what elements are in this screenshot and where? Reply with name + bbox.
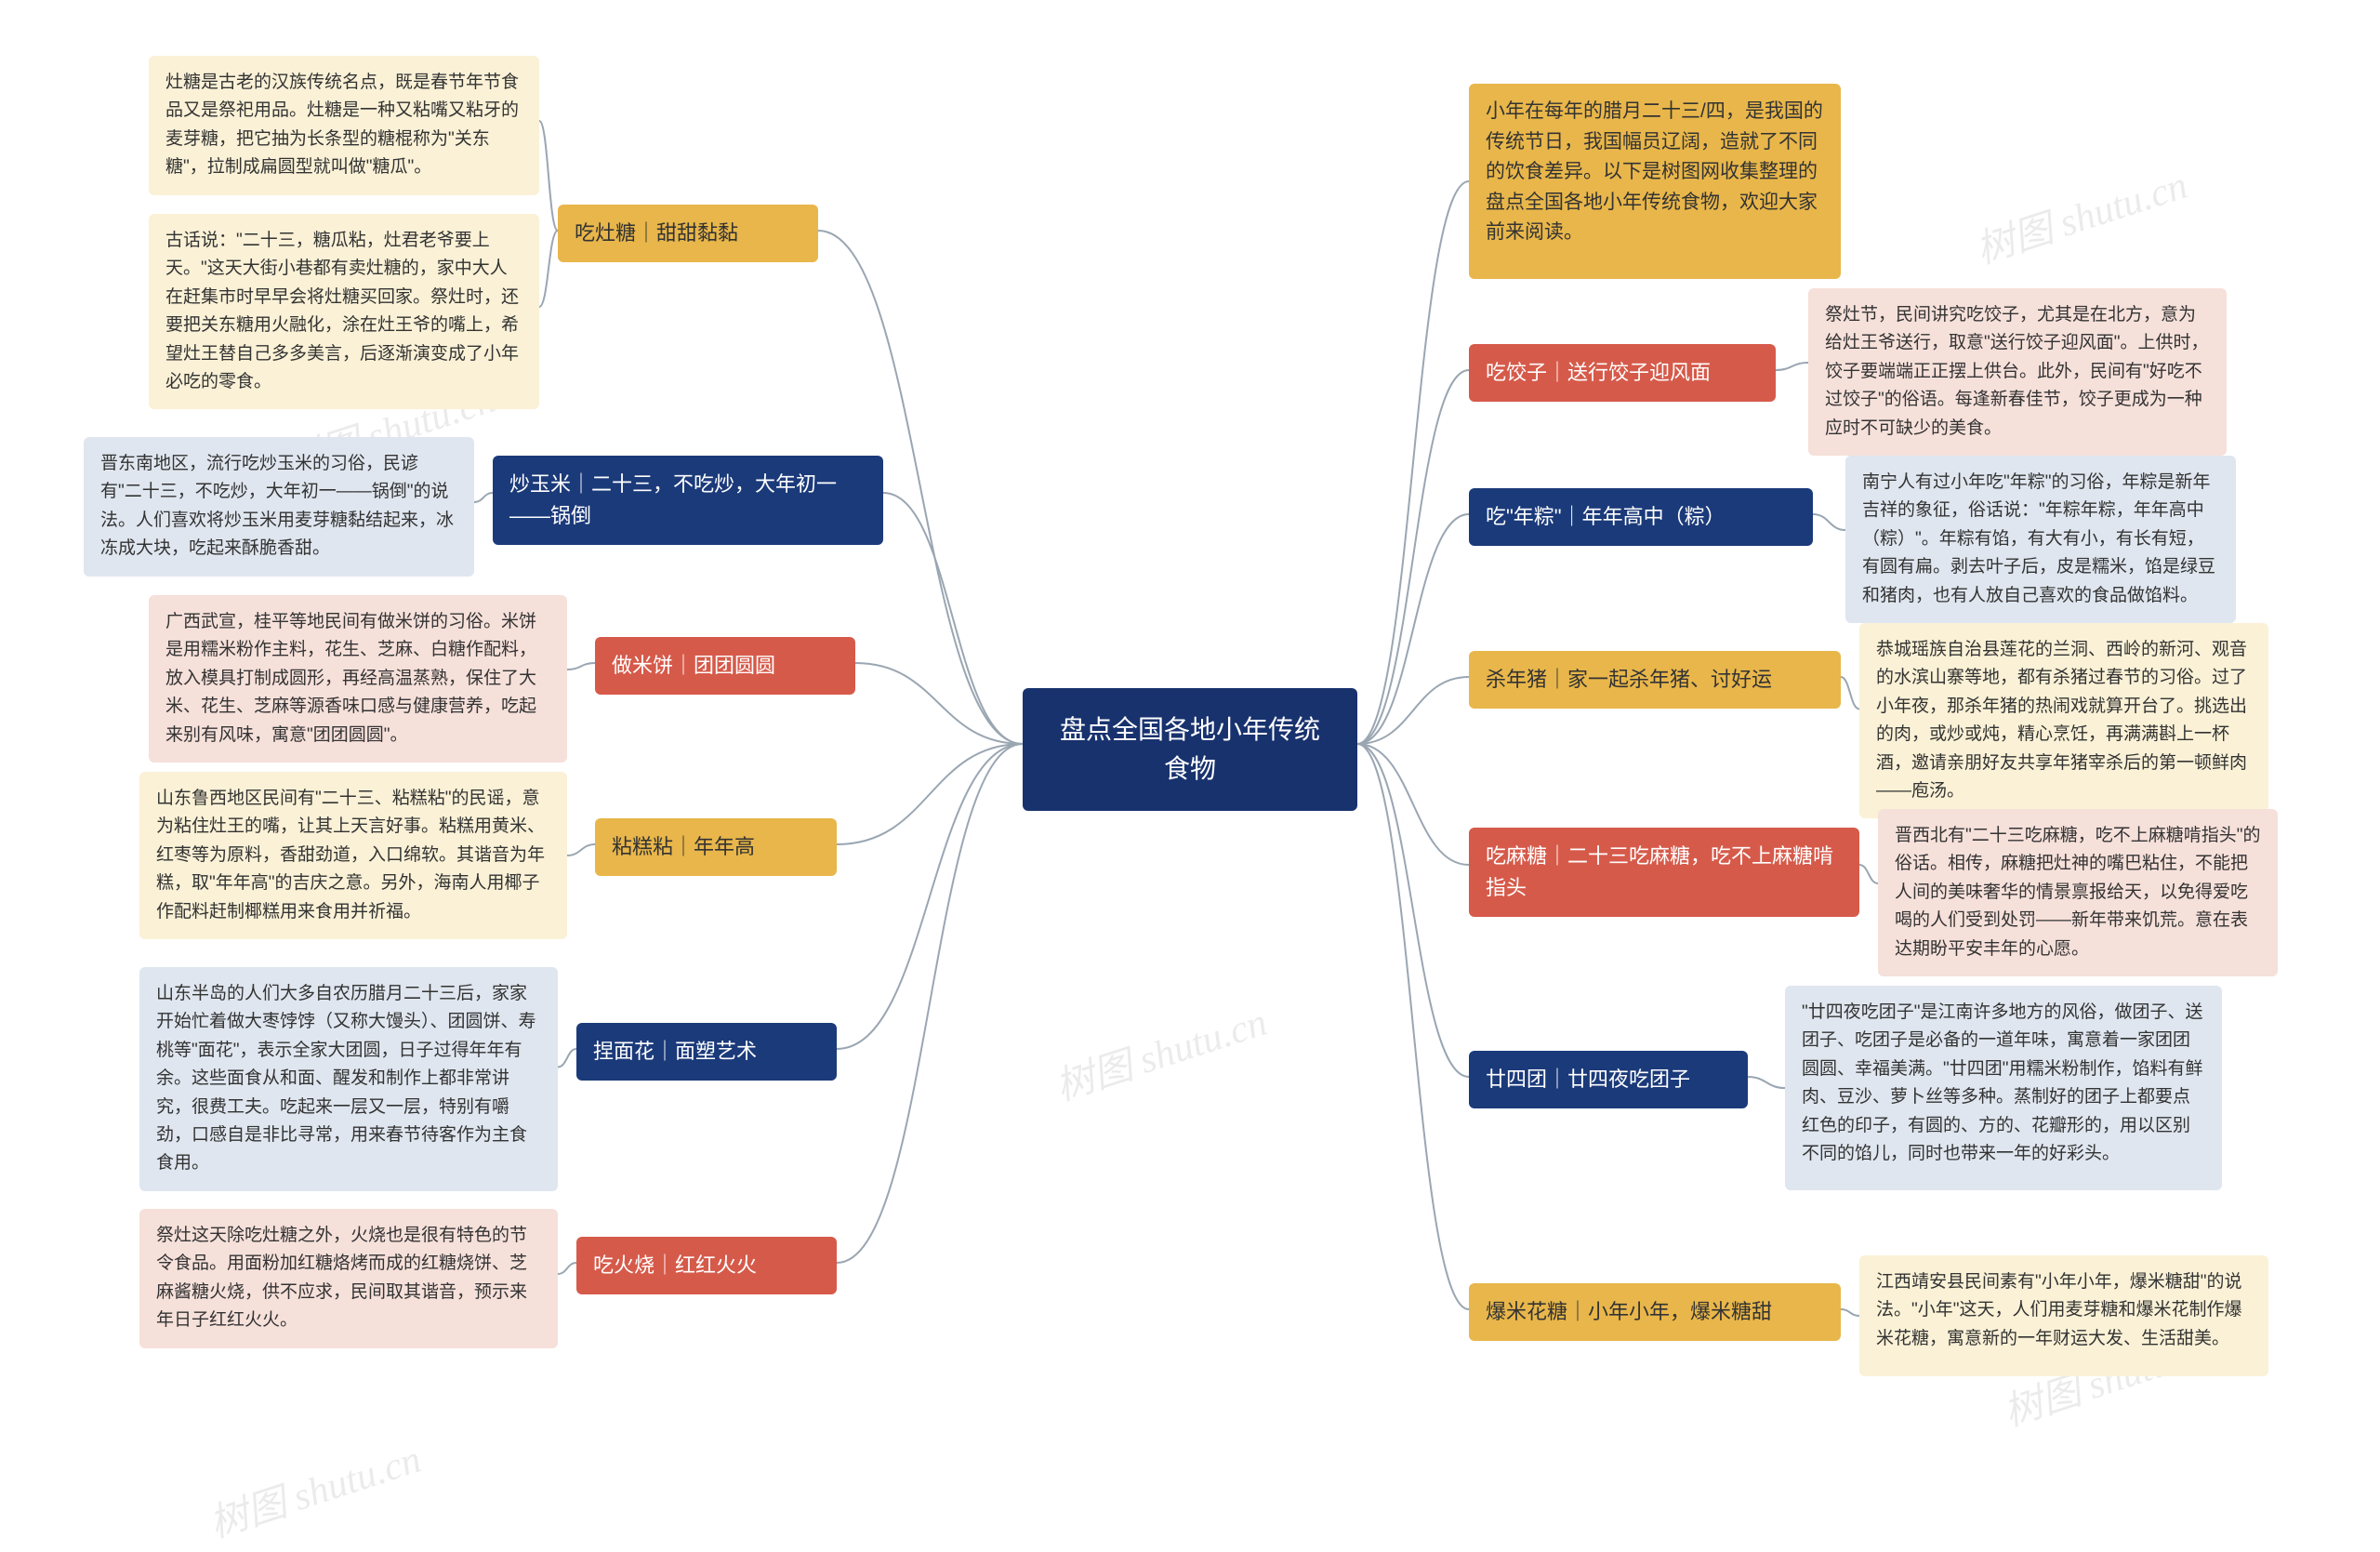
watermark: 树图 shutu.cn — [1047, 990, 1273, 1112]
topic-nian_zong: 吃"年粽"｜年年高中（粽） — [1469, 488, 1813, 546]
watermark: 树图 shutu.cn — [1967, 153, 2193, 275]
detail-huo_shao-0: 祭灶这天除吃灶糖之外，火烧也是很有特色的节令食品。用面粉加红糖烙烤而成的红糖烧饼… — [139, 1209, 558, 1348]
detail-jiaozi-0: 祭灶节，民间讲究吃饺子，尤其是在北方，意为给灶王爷送行，取意"送行饺子迎风面"。… — [1808, 288, 2227, 456]
topic-mian_hua: 捏面花｜面塑艺术 — [576, 1023, 837, 1081]
mindmap-canvas: 树图 shutu.cn树图 shutu.cn树图 shutu.cn树图 shut… — [0, 0, 2380, 1552]
topic-huo_shao: 吃火烧｜红红火火 — [576, 1237, 837, 1294]
detail-ma_tang-0: 晋西北有"二十三吃麻糖，吃不上麻糖啃指头"的俗话。相传，麻糖把灶神的嘴巴粘住，不… — [1878, 809, 2278, 976]
topic-bao_mi: 爆米花糖｜小年小年，爆米糖甜 — [1469, 1283, 1841, 1341]
detail-mian_hua-0: 山东半岛的人们大多自农历腊月二十三后，家家开始忙着做大枣饽饽（又称大馒头）、团圆… — [139, 967, 558, 1191]
topic-chao_yumi: 炒玉米｜二十三，不吃炒，大年初一——锅倒 — [493, 456, 883, 545]
detail-nian_zong-0: 南宁人有过小年吃"年粽"的习俗，年粽是新年吉祥的象征，俗话说："年粽年粽，年年高… — [1845, 456, 2236, 623]
topic-nian_si_tuan: 廿四团｜廿四夜吃团子 — [1469, 1051, 1748, 1108]
watermark: 树图 shutu.cn — [201, 1427, 427, 1549]
detail-nian_gao-0: 山东鲁西地区民间有"二十三、粘糕粘"的民谣，意为粘住灶王的嘴，让其上天言好事。粘… — [139, 772, 567, 939]
root-node: 盘点全国各地小年传统食物 — [1023, 688, 1357, 811]
detail-sha_zhu-0: 恭城瑶族自治县莲花的兰洞、西岭的新河、观音的水滨山寨等地，都有杀猪过春节的习俗。… — [1859, 623, 2268, 818]
detail-chao_yumi-0: 晋东南地区，流行吃炒玉米的习俗，民谚有"二十三，不吃炒，大年初一——锅倒"的说法… — [84, 437, 474, 577]
detail-zao_tang-0: 灶糖是古老的汉族传统名点，既是春节年节食品又是祭祀用品。灶糖是一种又粘嘴又粘牙的… — [149, 56, 539, 195]
detail-mi_bing-0: 广西武宣，桂平等地民间有做米饼的习俗。米饼是用糯米粉作主料，花生、芝麻、白糖作配… — [149, 595, 567, 763]
detail-zao_tang-1: 古话说："二十三，糖瓜粘，灶君老爷要上天。"这天大街小巷都有卖灶糖的，家中大人在… — [149, 214, 539, 409]
detail-bao_mi-0: 江西靖安县民间素有"小年小年，爆米糖甜"的说法。"小年"这天，人们用麦芽糖和爆米… — [1859, 1255, 2268, 1376]
topic-nian_gao: 粘糕粘｜年年高 — [595, 818, 837, 876]
topic-sha_zhu: 杀年猪｜家一起杀年猪、讨好运 — [1469, 651, 1841, 709]
topic-jiaozi: 吃饺子｜送行饺子迎风面 — [1469, 344, 1776, 402]
intro-block: 小年在每年的腊月二十三/四，是我国的传统节日，我国幅员辽阔，造就了不同的饮食差异… — [1469, 84, 1841, 279]
detail-nian_si_tuan-0: "廿四夜吃团子"是江南许多地方的风俗，做团子、送团子、吃团子是必备的一道年味，寓… — [1785, 986, 2222, 1190]
topic-zao_tang: 吃灶糖｜甜甜黏黏 — [558, 205, 818, 262]
topic-ma_tang: 吃麻糖｜二十三吃麻糖，吃不上麻糖啃指头 — [1469, 828, 1859, 917]
topic-mi_bing: 做米饼｜团团圆圆 — [595, 637, 855, 695]
